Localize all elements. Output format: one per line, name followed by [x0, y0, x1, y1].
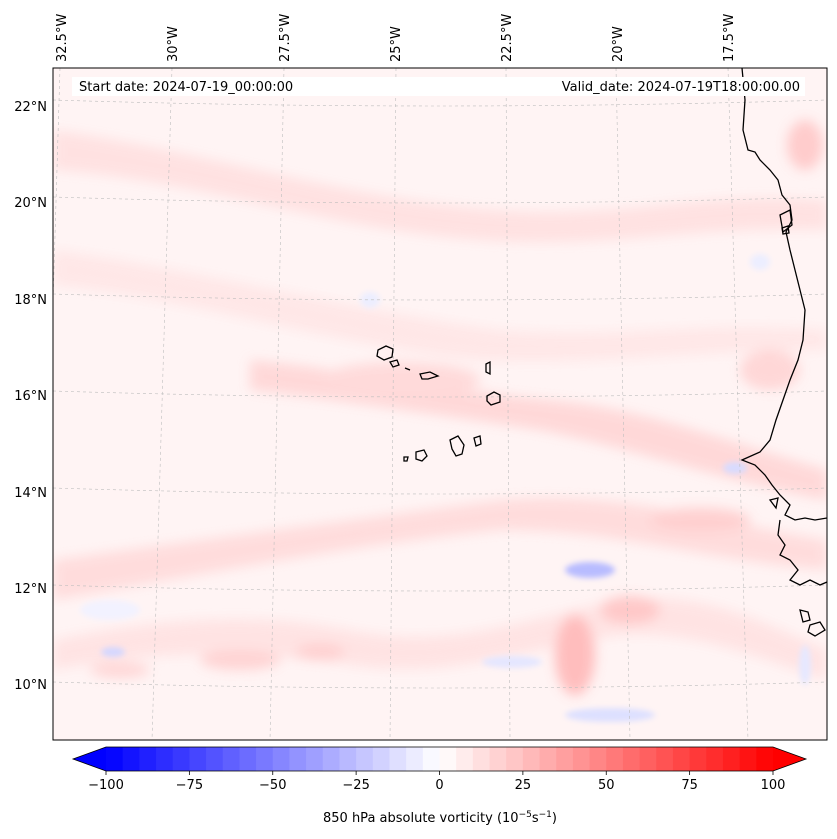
- colorbar-ticks: −100 −75 −50 −25 0 25 50 75 100: [88, 771, 785, 793]
- colorbar-segment: [489, 747, 507, 771]
- colorbar-tick-label: −25: [342, 778, 369, 793]
- colorbar-segment: [406, 747, 424, 771]
- colorbar-segment: [156, 747, 174, 771]
- lat-label-10n: 10°N: [14, 678, 47, 693]
- colorbar-segment: [539, 747, 557, 771]
- colorbar-tick-label: 50: [598, 778, 615, 793]
- lon-label-17-5w: 17.5°W: [722, 14, 737, 62]
- colorbar-tick-label: −75: [176, 778, 203, 793]
- colorbar-segment: [422, 747, 441, 771]
- colorbar-segment: [372, 747, 391, 771]
- colorbar-segment: [506, 747, 524, 771]
- lon-label-20w: 20°W: [611, 26, 626, 62]
- colorbar-segment: [472, 747, 491, 771]
- colorbar-segment: [456, 747, 474, 771]
- colorbar-segment: [722, 747, 741, 771]
- lon-label-30w: 30°W: [166, 26, 181, 62]
- colorbar-segment: [122, 747, 140, 771]
- colorbar-max-extend: [773, 747, 806, 771]
- map-frame: [52, 67, 828, 741]
- lon-label-27-5w: 27.5°W: [278, 14, 293, 62]
- date-header-background: [72, 77, 805, 96]
- colorbar-segment: [322, 747, 341, 771]
- vorticity-field: Start date: 2024-07-19_00:00:00 Valid_da…: [53, 68, 827, 740]
- colorbar-segment: [589, 747, 607, 771]
- colorbar-tick-label: −50: [259, 778, 286, 793]
- colorbar-segment: [439, 747, 457, 771]
- latitude-labels: 22°N 20°N 18°N 16°N 14°N 12°N 10°N: [14, 100, 47, 693]
- colorbar-segment: [739, 747, 757, 771]
- colorbar-segment: [756, 747, 774, 771]
- colorbar-segment: [222, 747, 240, 771]
- colorbar-segment: [272, 747, 291, 771]
- lat-label-12n: 12°N: [14, 582, 47, 597]
- lat-label-20n: 20°N: [14, 196, 47, 211]
- colorbar-segment: [672, 747, 691, 771]
- colorbar-segment: [106, 747, 124, 771]
- valid-date-label: Valid_date: 2024-07-19T18:00:00.00: [562, 80, 800, 95]
- lat-label-22n: 22°N: [14, 100, 47, 115]
- longitude-labels: 32.5°W 30°W 27.5°W 25°W 22.5°W 20°W 17.5…: [55, 14, 737, 62]
- colorbar-segment: [239, 747, 257, 771]
- colorbar-segment: [189, 747, 207, 771]
- lon-label-22-5w: 22.5°W: [500, 14, 515, 62]
- colorbar-min-extend: [73, 747, 106, 771]
- colorbar-segment: [256, 747, 274, 771]
- lon-label-32-5w: 32.5°W: [55, 14, 70, 62]
- colorbar-tick-label: 25: [515, 778, 532, 793]
- colorbar-segment: [306, 747, 324, 771]
- lon-label-25w: 25°W: [389, 26, 404, 62]
- colorbar-segment: [356, 747, 374, 771]
- coastline: [740, 68, 827, 637]
- colorbar-segment: [139, 747, 157, 771]
- colorbar-segment: [606, 747, 624, 771]
- colorbar-label: 850 hPa absolute vorticity (10−5s−1): [323, 810, 557, 826]
- colorbar-segment: [689, 747, 707, 771]
- colorbar-segment: [622, 747, 641, 771]
- lat-label-18n: 18°N: [14, 293, 47, 308]
- colorbar-segment: [206, 747, 224, 771]
- graticule: [53, 68, 827, 740]
- colorbar-segment: [639, 747, 657, 771]
- lat-label-16n: 16°N: [14, 389, 47, 404]
- colorbar-segment: [656, 747, 674, 771]
- start-date-label: Start date: 2024-07-19_00:00:00: [79, 80, 293, 95]
- colorbar-tick-label: 0: [435, 778, 443, 793]
- colorbar-segment: [339, 747, 357, 771]
- colorbar-tick-label: 75: [681, 778, 698, 793]
- colorbar-segment: [706, 747, 724, 771]
- colorbar-tick-label: −100: [88, 778, 124, 793]
- cape-verde-islands: [376, 345, 501, 462]
- colorbar: [71, 746, 808, 772]
- colorbar-segment: [522, 747, 541, 771]
- colorbar-segment: [389, 747, 407, 771]
- colorbar-segment: [172, 747, 190, 771]
- lat-label-14n: 14°N: [14, 486, 47, 501]
- colorbar-segment: [289, 747, 307, 771]
- colorbar-segment: [556, 747, 574, 771]
- colorbar-segment: [572, 747, 591, 771]
- colorbar-tick-label: 100: [761, 778, 786, 793]
